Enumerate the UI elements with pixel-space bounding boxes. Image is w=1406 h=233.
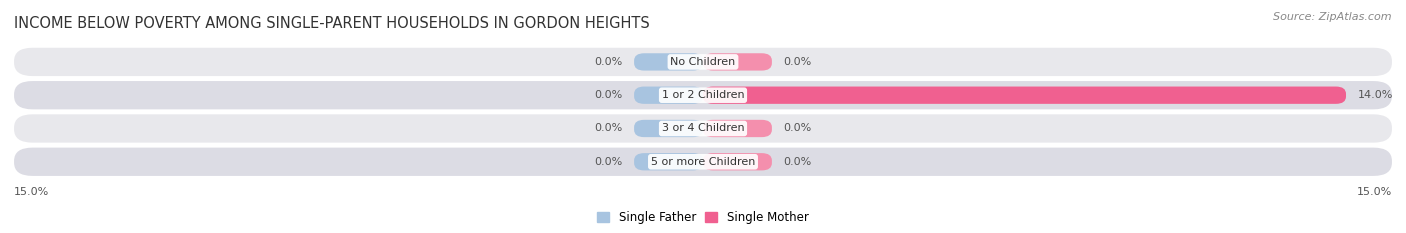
Text: 0.0%: 0.0% xyxy=(595,157,623,167)
Text: 0.0%: 0.0% xyxy=(595,90,623,100)
Text: 1 or 2 Children: 1 or 2 Children xyxy=(662,90,744,100)
Text: 5 or more Children: 5 or more Children xyxy=(651,157,755,167)
Text: 14.0%: 14.0% xyxy=(1358,90,1393,100)
Text: 0.0%: 0.0% xyxy=(595,57,623,67)
FancyBboxPatch shape xyxy=(634,86,703,104)
Text: 15.0%: 15.0% xyxy=(14,187,49,197)
Text: 0.0%: 0.0% xyxy=(783,57,811,67)
FancyBboxPatch shape xyxy=(634,120,703,137)
Text: INCOME BELOW POVERTY AMONG SINGLE-PARENT HOUSEHOLDS IN GORDON HEIGHTS: INCOME BELOW POVERTY AMONG SINGLE-PARENT… xyxy=(14,16,650,31)
Legend: Single Father, Single Mother: Single Father, Single Mother xyxy=(593,206,813,229)
FancyBboxPatch shape xyxy=(14,48,1392,76)
Text: 0.0%: 0.0% xyxy=(595,123,623,134)
FancyBboxPatch shape xyxy=(634,53,703,71)
FancyBboxPatch shape xyxy=(634,153,703,170)
Text: 15.0%: 15.0% xyxy=(1357,187,1392,197)
FancyBboxPatch shape xyxy=(14,148,1392,176)
FancyBboxPatch shape xyxy=(703,53,772,71)
Text: 3 or 4 Children: 3 or 4 Children xyxy=(662,123,744,134)
FancyBboxPatch shape xyxy=(703,86,1346,104)
FancyBboxPatch shape xyxy=(14,81,1392,109)
FancyBboxPatch shape xyxy=(14,114,1392,143)
Text: 0.0%: 0.0% xyxy=(783,123,811,134)
FancyBboxPatch shape xyxy=(703,120,772,137)
Text: Source: ZipAtlas.com: Source: ZipAtlas.com xyxy=(1274,12,1392,22)
Text: No Children: No Children xyxy=(671,57,735,67)
Text: 0.0%: 0.0% xyxy=(783,157,811,167)
FancyBboxPatch shape xyxy=(703,153,772,170)
